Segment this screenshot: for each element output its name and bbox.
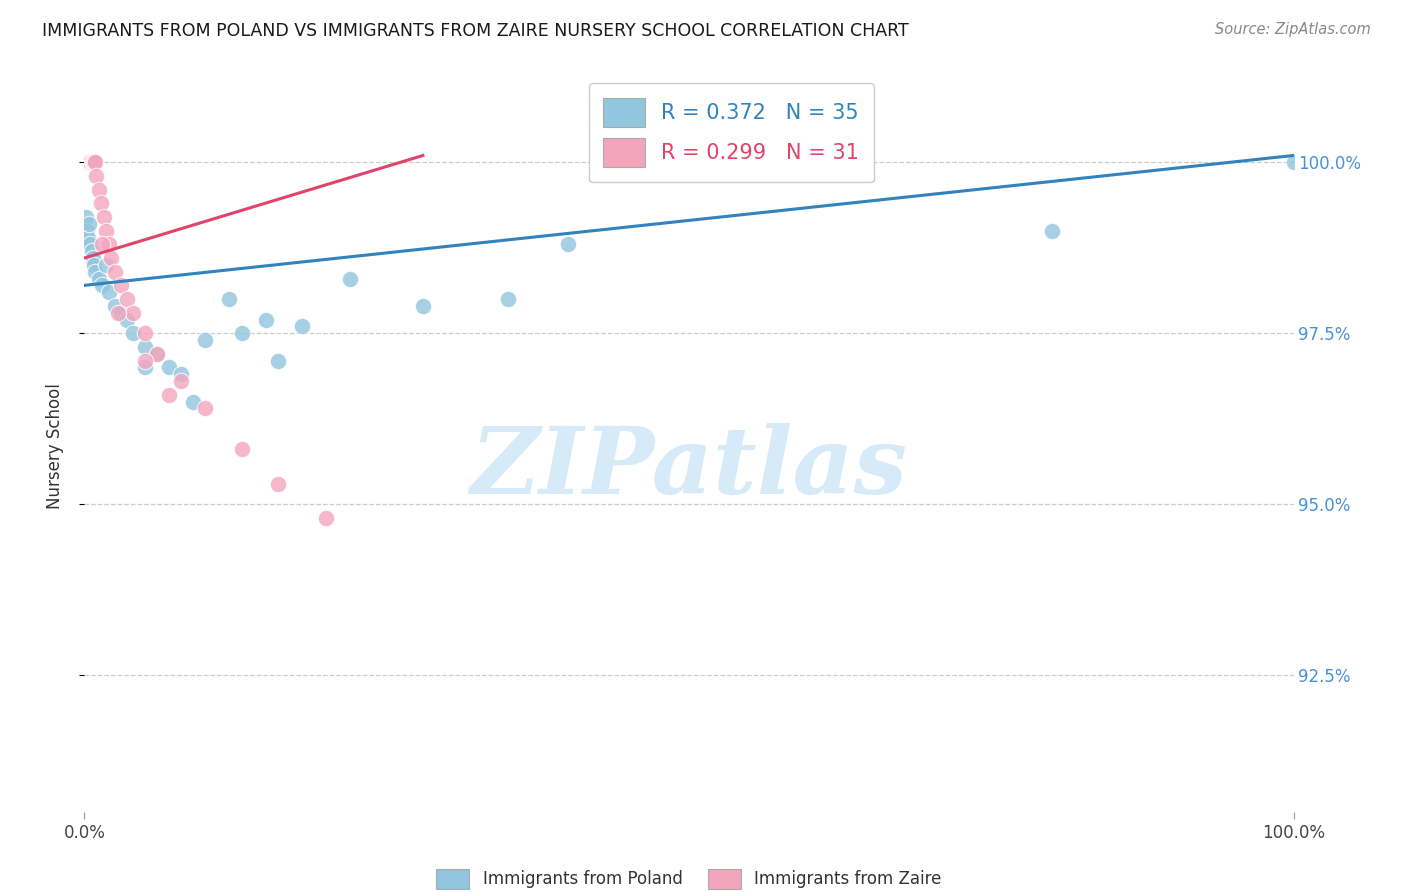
Point <box>339 271 361 285</box>
Point <box>134 340 156 354</box>
Point <box>83 258 105 272</box>
Point <box>87 271 110 285</box>
Point <box>75 210 97 224</box>
Point <box>100 251 122 265</box>
Point <box>134 360 156 375</box>
Point <box>77 217 100 231</box>
Y-axis label: Nursery School: Nursery School <box>45 383 63 509</box>
Point <box>412 299 434 313</box>
Point <box>146 347 169 361</box>
Point <box>1282 155 1305 169</box>
Text: IMMIGRANTS FROM POLAND VS IMMIGRANTS FROM ZAIRE NURSERY SCHOOL CORRELATION CHART: IMMIGRANTS FROM POLAND VS IMMIGRANTS FRO… <box>42 22 908 40</box>
Point <box>77 155 100 169</box>
Point <box>181 394 204 409</box>
Point <box>84 265 107 279</box>
Point <box>76 224 98 238</box>
Point <box>80 244 103 259</box>
Point <box>83 155 105 169</box>
Point <box>94 224 117 238</box>
Point <box>121 326 143 341</box>
Point <box>107 306 129 320</box>
Point <box>157 360 180 375</box>
Legend: Immigrants from Poland, Immigrants from Zaire: Immigrants from Poland, Immigrants from … <box>427 860 950 892</box>
Point <box>82 251 104 265</box>
Point <box>77 155 100 169</box>
Point <box>86 169 108 183</box>
Point <box>267 353 290 368</box>
Point <box>267 476 290 491</box>
Point <box>291 319 314 334</box>
Point <box>79 237 101 252</box>
Point <box>315 510 337 524</box>
Point <box>80 155 103 169</box>
Point <box>121 306 143 320</box>
Point <box>110 278 132 293</box>
Point <box>115 312 138 326</box>
Point <box>557 237 579 252</box>
Point <box>1040 224 1063 238</box>
Point <box>90 196 112 211</box>
Point <box>79 155 101 169</box>
Point <box>104 265 127 279</box>
Point <box>104 299 127 313</box>
Point <box>157 388 180 402</box>
Point <box>91 278 114 293</box>
Point <box>110 306 132 320</box>
Point <box>91 237 114 252</box>
Point <box>170 368 193 382</box>
Point <box>94 258 117 272</box>
Point <box>76 155 98 169</box>
Point <box>496 292 519 306</box>
Text: Source: ZipAtlas.com: Source: ZipAtlas.com <box>1215 22 1371 37</box>
Point <box>77 230 100 244</box>
Point <box>134 326 156 341</box>
Point <box>97 285 120 300</box>
Point <box>97 237 120 252</box>
Point <box>82 155 104 169</box>
Point <box>93 210 115 224</box>
Point <box>254 312 277 326</box>
Point <box>79 155 101 169</box>
Point <box>194 401 217 416</box>
Point <box>87 183 110 197</box>
Point <box>231 442 253 457</box>
Point <box>170 374 193 388</box>
Point <box>115 292 138 306</box>
Point <box>231 326 253 341</box>
Point <box>218 292 240 306</box>
Point <box>84 155 107 169</box>
Text: ZIPatlas: ZIPatlas <box>471 423 907 513</box>
Point <box>194 333 217 347</box>
Point <box>146 347 169 361</box>
Point <box>134 353 156 368</box>
